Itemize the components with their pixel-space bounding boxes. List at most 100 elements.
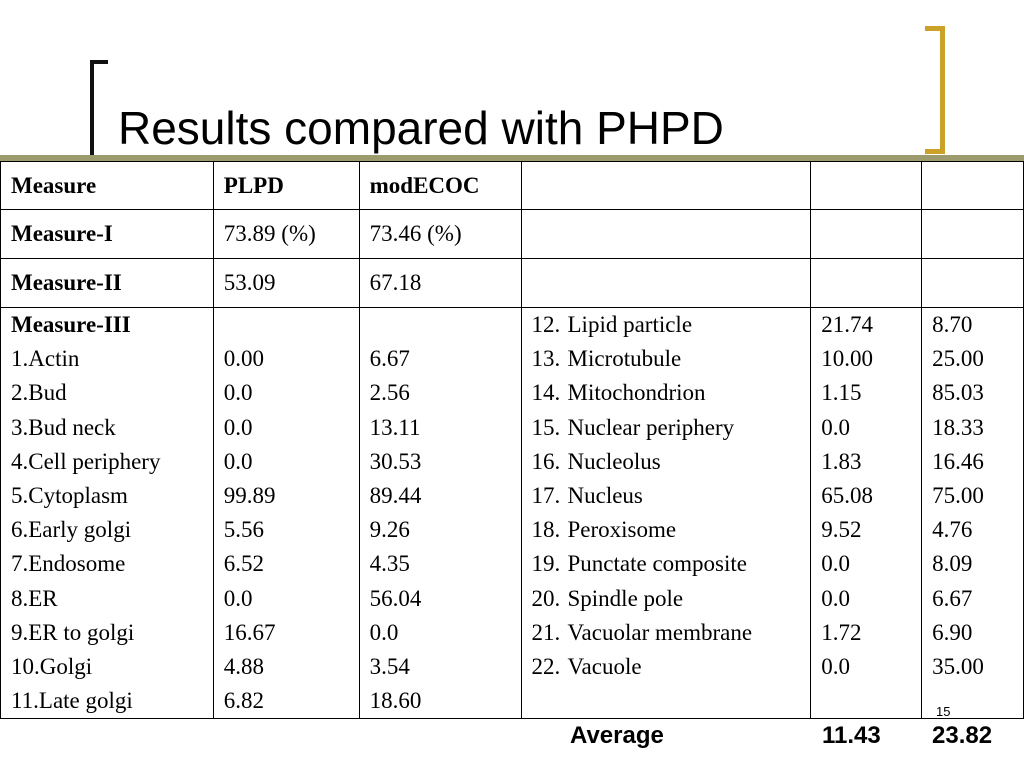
modecoc-value: 9.26 [369, 517, 410, 543]
location-name: 12. Lipid particle [532, 308, 801, 342]
location-name: 11.Late golgi [11, 688, 133, 714]
title-divider [0, 155, 1024, 161]
plpd-value: 0.0 [821, 653, 851, 679]
table-row: Measure-III 1.Actin 2.Bud 3.Bud neck 4.C… [0, 306, 1024, 720]
plpd-value: 6.82 [223, 688, 265, 714]
measure1-modecoc: 73.46 (%) [358, 209, 522, 259]
plpd-value: 0.0 [223, 414, 253, 440]
modecoc-value: 0.0 [369, 619, 399, 645]
location-label: Lipid particle [567, 312, 693, 337]
location-name: 20. Spindle pole [532, 582, 801, 616]
right-bracket-decoration [925, 26, 945, 154]
plpd-value: 0.0 [821, 585, 851, 611]
location-name: 9.ER to golgi [11, 619, 135, 645]
location-label: Peroxisome [567, 517, 677, 543]
modecoc-value: 13.11 [369, 414, 421, 440]
measure1-plpd: 73.89 (%) [212, 209, 360, 259]
plpd-value: 0.0 [223, 380, 253, 406]
location-label: Spindle pole [567, 585, 684, 611]
header-empty-cell [810, 161, 923, 210]
location-name: 22. Vacuole [532, 650, 801, 684]
empty-cell [921, 258, 1024, 308]
list-number: 13. [531, 346, 561, 372]
measure3-modecoc-right: 8.70 25.00 85.03 18.33 16.46 75.00 4.76 … [921, 306, 1024, 720]
modecoc-value: 4.35 [369, 551, 410, 577]
measure3-plpd-left: 0.00 0.0 0.0 0.0 99.89 5.56 6.52 0.0 16.… [212, 306, 360, 720]
plpd-value: 0.0 [821, 414, 851, 440]
modecoc-value: 8.70 [932, 312, 973, 337]
list-number: 14. [531, 380, 561, 406]
location-label: Vacuole [567, 653, 642, 679]
location-name: 16. Nucleolus [532, 445, 801, 479]
spacer-line [370, 308, 511, 342]
list-number: 19. [531, 551, 561, 577]
location-name: 10.Golgi [11, 653, 93, 679]
page-number: 15 [936, 704, 951, 719]
location-label: Nuclear periphery [567, 414, 735, 440]
plpd-value: 21.74 [821, 312, 874, 337]
modecoc-value: 18.60 [369, 688, 422, 714]
measure3-names-right: 12. Lipid particle 13. Microtubule 14. Mito… [520, 306, 812, 720]
location-name: 18. Peroxisome [532, 513, 801, 547]
plpd-value: 6.52 [223, 551, 265, 577]
location-label: Microtubule [567, 346, 682, 372]
location-name: 1.Actin [11, 346, 80, 372]
measure2-plpd: 53.09 [212, 258, 360, 308]
modecoc-value: 35.00 [932, 653, 984, 679]
plpd-value: 65.08 [821, 482, 874, 508]
empty-cell [520, 209, 812, 259]
measure2-label: Measure-II [0, 258, 214, 308]
plpd-value: 1.15 [821, 380, 862, 406]
modecoc-value: 8.09 [932, 551, 973, 577]
table-row: Measure-I 73.89 (%) 73.46 (%) [0, 209, 1024, 259]
plpd-value: 10.00 [821, 346, 874, 372]
modecoc-value: 3.54 [369, 653, 410, 679]
location-label: Vacuolar membrane [567, 619, 753, 645]
modecoc-value: 25.00 [932, 346, 984, 372]
empty-cell [921, 209, 1024, 259]
location-name: 6.Early golgi [11, 517, 132, 543]
list-number: 18. [531, 517, 561, 543]
location-name: 19. Punctate composite [532, 547, 801, 581]
left-bracket-decoration [90, 60, 108, 160]
plpd-value: 0.0 [223, 585, 253, 611]
header-modecoc: modECOC [358, 161, 522, 210]
plpd-value: 1.83 [821, 448, 862, 474]
plpd-value: 5.56 [223, 517, 265, 543]
header-plpd: PLPD [212, 161, 360, 210]
location-label: Punctate composite [567, 551, 748, 577]
empty-cell [810, 258, 923, 308]
location-name: 4.Cell periphery [11, 448, 161, 474]
slide-title: Results compared with PHPD [118, 102, 724, 154]
location-label: Mitochondrion [567, 380, 706, 406]
modecoc-value: 85.03 [932, 380, 984, 406]
results-table: Measure PLPD modECOC Measure-I 73.89 (%)… [0, 161, 1024, 720]
location-name: 2.Bud [11, 380, 67, 406]
header-measure: Measure [0, 161, 214, 210]
measure3-names: Measure-III 1.Actin 2.Bud 3.Bud neck 4.C… [0, 306, 214, 720]
list-number: 22. [531, 653, 561, 679]
modecoc-value: 6.90 [932, 619, 973, 645]
modecoc-value: 6.67 [369, 346, 410, 372]
location-name: 21. Vacuolar membrane [532, 616, 801, 650]
location-name: 15. Nuclear periphery [532, 411, 801, 445]
modecoc-value: 2.56 [369, 380, 410, 406]
location-name: 17. Nucleus [532, 479, 801, 513]
list-number: 16. [531, 448, 561, 474]
plpd-value: 99.89 [223, 482, 276, 508]
list-number: 17. [531, 482, 561, 508]
table-header-row: Measure PLPD modECOC [0, 161, 1024, 210]
location-name: 3.Bud neck [11, 414, 116, 440]
location-name: 14. Mitochondrion [532, 376, 801, 410]
plpd-value: 1.72 [821, 619, 862, 645]
table-row: Measure-II 53.09 67.18 [0, 258, 1024, 308]
location-name: 8.ER [11, 585, 58, 611]
plpd-value: 0.0 [223, 448, 253, 474]
measure3-plpd-right: 21.74 10.00 1.15 0.0 1.83 65.08 9.52 0.0… [810, 306, 923, 720]
location-name: 5.Cytoplasm [11, 482, 128, 508]
location-name: 7.Endosome [11, 551, 126, 577]
plpd-value: 0.00 [223, 346, 265, 372]
empty-cell [810, 209, 923, 259]
modecoc-value: 18.33 [932, 414, 984, 440]
location-label: Nucleolus [567, 448, 661, 474]
